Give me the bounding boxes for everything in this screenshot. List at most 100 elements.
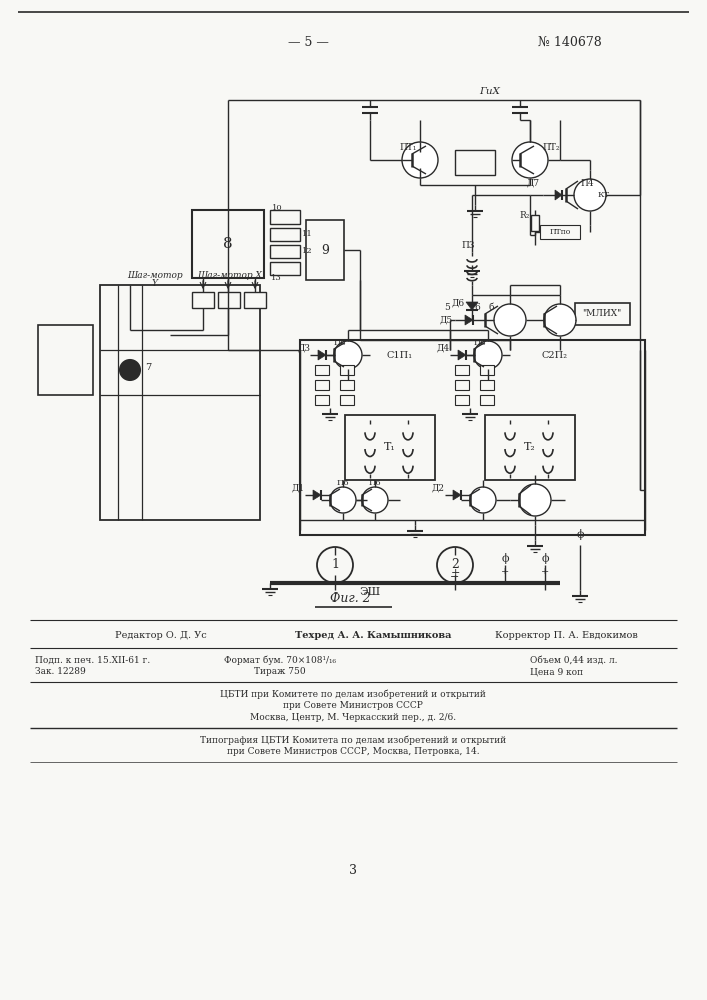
Bar xyxy=(340,395,354,405)
Text: П6: П6 xyxy=(368,479,381,487)
Bar xyxy=(345,415,435,480)
Bar xyxy=(455,395,469,405)
Text: +: + xyxy=(450,568,460,578)
Bar xyxy=(192,210,264,278)
Bar xyxy=(192,292,214,308)
Bar xyxy=(270,228,300,241)
Text: T₁: T₁ xyxy=(384,442,396,452)
Bar xyxy=(575,303,630,325)
Text: 3: 3 xyxy=(349,863,357,876)
Text: Фиг. 2: Фиг. 2 xyxy=(329,591,370,604)
Text: ГиX: ГиX xyxy=(479,87,501,96)
Text: 11: 11 xyxy=(302,230,312,238)
Circle shape xyxy=(574,179,606,211)
Text: Д1: Д1 xyxy=(292,484,305,492)
Bar xyxy=(270,262,300,275)
Text: 2: 2 xyxy=(451,558,459,572)
Circle shape xyxy=(330,487,356,513)
Bar xyxy=(300,340,645,535)
Text: R₂: R₂ xyxy=(520,211,530,220)
Circle shape xyxy=(512,142,548,178)
Text: 1: 1 xyxy=(331,558,339,572)
Bar xyxy=(218,292,240,308)
Circle shape xyxy=(120,360,140,380)
Circle shape xyxy=(519,484,551,516)
Text: Москва, Центр, М. Черкасский пер., д. 2/6.: Москва, Центр, М. Черкасский пер., д. 2/… xyxy=(250,714,456,722)
Text: Шаг-мотор: Шаг-мотор xyxy=(127,270,183,279)
Circle shape xyxy=(544,304,576,336)
Text: Тираж 750: Тираж 750 xyxy=(255,668,306,676)
Polygon shape xyxy=(313,490,321,500)
Bar xyxy=(306,220,344,280)
Text: 13: 13 xyxy=(271,274,282,282)
Text: ϕ: ϕ xyxy=(542,552,549,564)
Circle shape xyxy=(334,341,362,369)
Text: Цена 9 коп: Цена 9 коп xyxy=(530,668,583,676)
Circle shape xyxy=(437,547,473,583)
Text: Подп. к печ. 15.XII-61 г.: Подп. к печ. 15.XII-61 г. xyxy=(35,656,151,664)
Bar xyxy=(315,365,329,375)
Polygon shape xyxy=(318,350,326,360)
Polygon shape xyxy=(465,315,473,325)
Polygon shape xyxy=(453,490,461,500)
Text: П4: П4 xyxy=(580,178,594,188)
Text: Объем 0,44 изд. л.: Объем 0,44 изд. л. xyxy=(530,656,617,664)
Text: "МЛИX": "МЛИX" xyxy=(583,310,621,318)
Text: П6: П6 xyxy=(474,339,486,347)
Text: П6: П6 xyxy=(337,479,349,487)
Text: № 140678: № 140678 xyxy=(538,35,602,48)
Bar xyxy=(244,292,266,308)
Bar xyxy=(485,415,575,480)
Text: 7: 7 xyxy=(145,363,151,372)
Text: ПТ₁: ПТ₁ xyxy=(399,143,416,152)
Circle shape xyxy=(474,341,502,369)
Text: +: + xyxy=(541,568,549,576)
Bar xyxy=(531,215,539,231)
Bar xyxy=(480,365,494,375)
Bar xyxy=(480,395,494,405)
Text: Д2: Д2 xyxy=(432,484,445,492)
Bar xyxy=(270,210,300,224)
Text: П6: П6 xyxy=(334,339,346,347)
Text: Д5: Д5 xyxy=(440,316,453,324)
Text: Корректор П. А. Евдокимов: Корректор П. А. Евдокимов xyxy=(495,632,638,641)
Text: 8: 8 xyxy=(223,237,233,251)
Text: T₂: T₂ xyxy=(524,442,536,452)
Text: ЦБТИ при Комитете по делам изобретений и открытий: ЦБТИ при Комитете по делам изобретений и… xyxy=(220,689,486,699)
Text: 5: 5 xyxy=(444,304,450,312)
Text: ПТ₂: ПТ₂ xyxy=(542,143,559,152)
Text: П3: П3 xyxy=(461,240,474,249)
Text: 9: 9 xyxy=(321,243,329,256)
Text: 6: 6 xyxy=(474,304,480,312)
Text: Зак. 12289: Зак. 12289 xyxy=(35,668,86,676)
Text: б: б xyxy=(489,304,494,312)
Text: Д6: Д6 xyxy=(452,298,465,308)
Text: Техред А. А. Камышникова: Техред А. А. Камышникова xyxy=(295,632,452,641)
Text: Y: Y xyxy=(152,279,158,288)
Text: Д3: Д3 xyxy=(297,344,310,353)
Text: С2П₂: С2П₂ xyxy=(542,351,568,360)
Text: при Совете Министров СССР, Москва, Петровка, 14.: при Совете Министров СССР, Москва, Петро… xyxy=(227,748,479,756)
Bar xyxy=(455,380,469,390)
Circle shape xyxy=(402,142,438,178)
Circle shape xyxy=(470,487,496,513)
Text: ЭШ: ЭШ xyxy=(359,587,380,597)
Text: 10: 10 xyxy=(272,204,283,212)
Text: +: + xyxy=(501,568,509,576)
Text: Типография ЦБТИ Комитета по делам изобретений и открытий: Типография ЦБТИ Комитета по делам изобре… xyxy=(200,735,506,745)
Bar xyxy=(38,325,93,395)
Text: ПТпо: ПТпо xyxy=(549,228,571,236)
Text: С1П₁: С1П₁ xyxy=(387,351,413,360)
Circle shape xyxy=(362,487,388,513)
Text: Редактор О. Д. Ус: Редактор О. Д. Ус xyxy=(115,632,206,641)
Circle shape xyxy=(494,304,526,336)
Bar xyxy=(455,150,495,175)
Text: при Совете Министров СССР: при Совете Министров СССР xyxy=(283,702,423,710)
Text: ϕ: ϕ xyxy=(501,552,509,564)
Bar xyxy=(315,380,329,390)
Bar xyxy=(340,380,354,390)
Text: — 5 —: — 5 — xyxy=(288,35,329,48)
Text: Шаг-мотор X: Шаг-мотор X xyxy=(197,270,262,279)
Text: Формат бум. 70×108¹/₁₆: Формат бум. 70×108¹/₁₆ xyxy=(224,655,336,665)
Text: 12: 12 xyxy=(302,247,312,255)
